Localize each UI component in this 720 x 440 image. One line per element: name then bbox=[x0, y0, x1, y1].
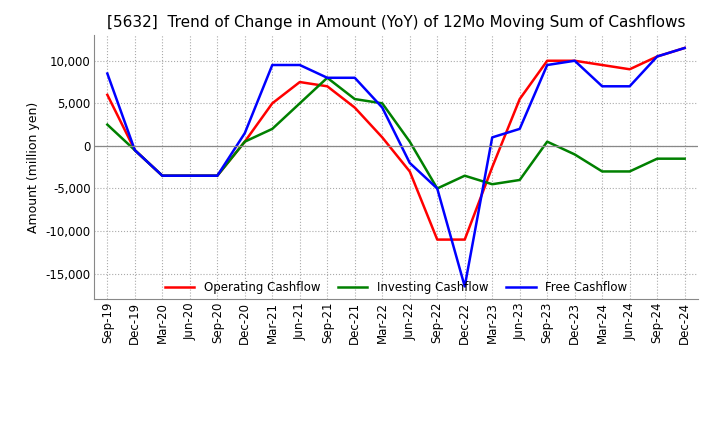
Free Cashflow bbox=[130, 147, 139, 153]
Operating Cashflow bbox=[186, 173, 194, 178]
Free Cashflow bbox=[516, 126, 524, 132]
Free Cashflow bbox=[598, 84, 606, 89]
Investing Cashflow bbox=[378, 101, 387, 106]
Free Cashflow bbox=[186, 173, 194, 178]
Investing Cashflow bbox=[653, 156, 662, 161]
Operating Cashflow bbox=[213, 173, 222, 178]
Investing Cashflow bbox=[158, 173, 166, 178]
Free Cashflow bbox=[460, 284, 469, 289]
Operating Cashflow bbox=[158, 173, 166, 178]
Operating Cashflow bbox=[680, 45, 689, 51]
Investing Cashflow bbox=[488, 182, 497, 187]
Free Cashflow bbox=[570, 58, 579, 63]
Title: [5632]  Trend of Change in Amount (YoY) of 12Mo Moving Sum of Cashflows: [5632] Trend of Change in Amount (YoY) o… bbox=[107, 15, 685, 30]
Legend: Operating Cashflow, Investing Cashflow, Free Cashflow: Operating Cashflow, Investing Cashflow, … bbox=[160, 276, 632, 299]
Free Cashflow bbox=[351, 75, 359, 81]
Operating Cashflow bbox=[570, 58, 579, 63]
Free Cashflow bbox=[240, 131, 249, 136]
Free Cashflow bbox=[268, 62, 276, 68]
Investing Cashflow bbox=[405, 139, 414, 144]
Free Cashflow bbox=[295, 62, 304, 68]
Free Cashflow bbox=[323, 75, 332, 81]
Line: Free Cashflow: Free Cashflow bbox=[107, 48, 685, 286]
Operating Cashflow bbox=[268, 101, 276, 106]
Free Cashflow bbox=[488, 135, 497, 140]
Line: Investing Cashflow: Investing Cashflow bbox=[107, 78, 685, 188]
Operating Cashflow bbox=[240, 139, 249, 144]
Operating Cashflow bbox=[516, 96, 524, 102]
Free Cashflow bbox=[653, 54, 662, 59]
Free Cashflow bbox=[680, 45, 689, 51]
Operating Cashflow bbox=[378, 135, 387, 140]
Investing Cashflow bbox=[240, 139, 249, 144]
Investing Cashflow bbox=[433, 186, 441, 191]
Investing Cashflow bbox=[323, 75, 332, 81]
Operating Cashflow bbox=[653, 54, 662, 59]
Free Cashflow bbox=[103, 71, 112, 76]
Free Cashflow bbox=[158, 173, 166, 178]
Investing Cashflow bbox=[570, 152, 579, 157]
Line: Operating Cashflow: Operating Cashflow bbox=[107, 48, 685, 240]
Investing Cashflow bbox=[103, 122, 112, 127]
Operating Cashflow bbox=[323, 84, 332, 89]
Free Cashflow bbox=[626, 84, 634, 89]
Investing Cashflow bbox=[680, 156, 689, 161]
Operating Cashflow bbox=[103, 92, 112, 97]
Operating Cashflow bbox=[130, 147, 139, 153]
Operating Cashflow bbox=[433, 237, 441, 242]
Investing Cashflow bbox=[130, 147, 139, 153]
Free Cashflow bbox=[213, 173, 222, 178]
Operating Cashflow bbox=[598, 62, 606, 68]
Investing Cashflow bbox=[213, 173, 222, 178]
Investing Cashflow bbox=[460, 173, 469, 178]
Investing Cashflow bbox=[295, 101, 304, 106]
Operating Cashflow bbox=[405, 169, 414, 174]
Operating Cashflow bbox=[295, 79, 304, 84]
Investing Cashflow bbox=[626, 169, 634, 174]
Investing Cashflow bbox=[516, 177, 524, 183]
Free Cashflow bbox=[543, 62, 552, 68]
Operating Cashflow bbox=[460, 237, 469, 242]
Investing Cashflow bbox=[598, 169, 606, 174]
Free Cashflow bbox=[378, 105, 387, 110]
Investing Cashflow bbox=[186, 173, 194, 178]
Investing Cashflow bbox=[268, 126, 276, 132]
Operating Cashflow bbox=[626, 66, 634, 72]
Operating Cashflow bbox=[488, 165, 497, 170]
Investing Cashflow bbox=[543, 139, 552, 144]
Free Cashflow bbox=[433, 186, 441, 191]
Free Cashflow bbox=[405, 160, 414, 165]
Y-axis label: Amount (million yen): Amount (million yen) bbox=[27, 102, 40, 233]
Investing Cashflow bbox=[351, 96, 359, 102]
Operating Cashflow bbox=[543, 58, 552, 63]
Operating Cashflow bbox=[351, 105, 359, 110]
